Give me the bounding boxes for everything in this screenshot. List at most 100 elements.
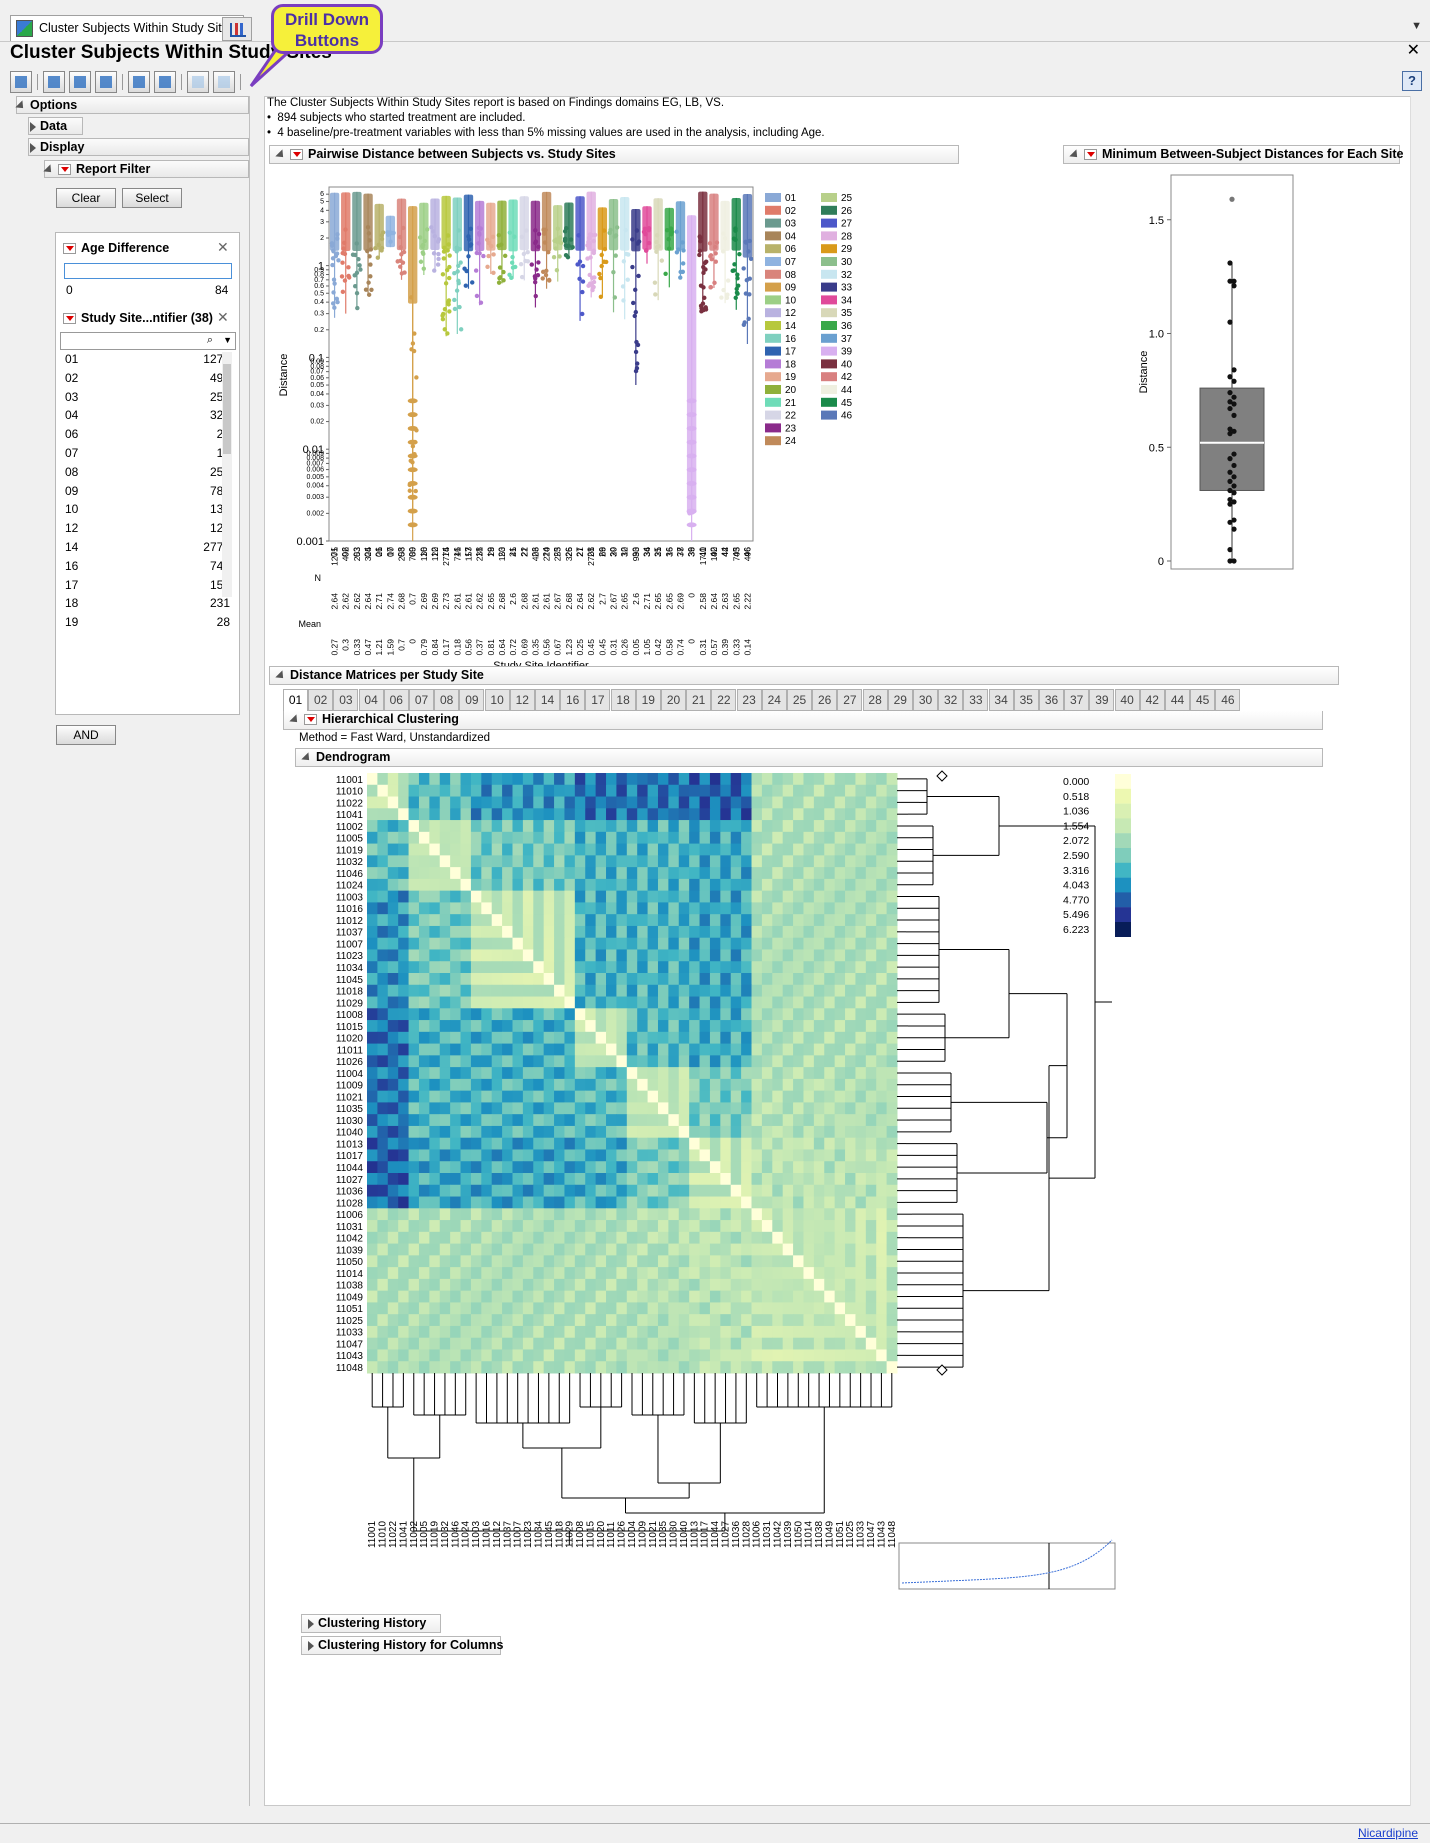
red-triangle-menu-icon[interactable]: [63, 313, 76, 325]
drill-down-profile-button[interactable]: [128, 71, 150, 93]
tab-site-46[interactable]: 46: [1215, 689, 1241, 711]
site-filter-title[interactable]: Study Site...ntifier (38): [63, 311, 213, 325]
red-triangle-menu-icon[interactable]: [1084, 149, 1097, 161]
disclosure-icon[interactable]: [43, 164, 55, 176]
disclosure-icon[interactable]: [308, 1618, 314, 1629]
tab-site-08[interactable]: 08: [434, 689, 460, 711]
clear-button[interactable]: Clear: [56, 188, 116, 208]
tab-site-26[interactable]: 26: [812, 689, 838, 711]
home-button[interactable]: [10, 71, 32, 93]
tab-site-32[interactable]: 32: [938, 689, 964, 711]
red-triangle-menu-icon[interactable]: [58, 164, 71, 176]
site-filter-item[interactable]: 14 2775: [60, 540, 234, 559]
tab-site-37[interactable]: 37: [1064, 689, 1090, 711]
pairwise-section-header[interactable]: Pairwise Distance between Subjects vs. S…: [269, 145, 959, 164]
demographics-button[interactable]: [43, 71, 65, 93]
tab-site-42[interactable]: 42: [1139, 689, 1165, 711]
site-search-input[interactable]: ⌕ ▼: [60, 332, 236, 350]
red-triangle-menu-icon[interactable]: [63, 243, 76, 255]
tab-site-30[interactable]: 30: [913, 689, 938, 711]
tab-site-06[interactable]: 06: [383, 689, 409, 711]
site-filter-item[interactable]: 01 1275: [60, 352, 234, 371]
tab-site-23[interactable]: 23: [736, 689, 762, 711]
site-filter-item[interactable]: 10 136: [60, 502, 234, 521]
tab-site-36[interactable]: 36: [1039, 689, 1064, 711]
close-icon[interactable]: ✕: [1406, 42, 1420, 59]
age-filter-title[interactable]: Age Difference: [63, 241, 169, 255]
adverse-events-button[interactable]: [69, 71, 91, 93]
tab-site-40[interactable]: 40: [1114, 689, 1140, 711]
options-header[interactable]: Options: [15, 98, 77, 112]
window-tab[interactable]: Cluster Subjects Within Study Sites: [10, 15, 244, 41]
tab-site-10[interactable]: 10: [484, 689, 510, 711]
red-triangle-menu-icon[interactable]: [304, 714, 317, 726]
tab-site-07[interactable]: 07: [409, 689, 434, 711]
disclosure-icon[interactable]: [275, 149, 287, 161]
clustering-history-header[interactable]: Clustering History: [301, 1614, 441, 1633]
study-link[interactable]: Nicardipine: [1357, 1826, 1418, 1840]
site-filter-item[interactable]: 04 325: [60, 408, 234, 427]
tab-site-17[interactable]: 17: [585, 689, 611, 711]
graph-builder-tab-icon[interactable]: [222, 17, 252, 41]
tab-site-18[interactable]: 18: [610, 689, 636, 711]
tab-site-12[interactable]: 12: [509, 689, 535, 711]
disclosure-icon[interactable]: [30, 121, 36, 132]
chevron-down-icon[interactable]: ▼: [223, 335, 232, 345]
scroll-thumb[interactable]: [223, 364, 231, 454]
site-filter-item[interactable]: 12 120: [60, 521, 234, 540]
site-filter-item[interactable]: 17 153: [60, 578, 234, 597]
select-button[interactable]: Select: [122, 188, 182, 208]
tab-site-14[interactable]: 14: [535, 689, 560, 711]
help-button[interactable]: ?: [1402, 71, 1422, 91]
tab-list-dropdown-icon[interactable]: ▼: [1411, 20, 1422, 32]
and-button[interactable]: AND: [56, 725, 116, 745]
hierarchical-clustering-header[interactable]: Hierarchical Clustering: [283, 711, 1323, 730]
red-triangle-menu-icon[interactable]: [290, 149, 303, 161]
tab-site-39[interactable]: 39: [1089, 689, 1115, 711]
disclosure-icon[interactable]: [30, 142, 36, 153]
disabled-tool-button[interactable]: [187, 71, 209, 93]
tab-site-19[interactable]: 19: [635, 689, 661, 711]
remove-filter-icon[interactable]: ✕: [217, 239, 229, 255]
report-filter-header[interactable]: Report Filter: [43, 162, 150, 176]
disclosure-icon[interactable]: [301, 752, 313, 764]
tab-site-27[interactable]: 27: [837, 689, 863, 711]
data-header[interactable]: Data: [30, 119, 67, 133]
report-scrollbar[interactable]: [1410, 96, 1422, 1806]
search-icon[interactable]: ⌕: [206, 334, 213, 346]
tab-site-20[interactable]: 20: [661, 689, 686, 711]
remove-filter-icon[interactable]: ✕: [217, 309, 229, 325]
tab-site-16[interactable]: 16: [560, 689, 586, 711]
site-filter-item[interactable]: 18 231: [60, 596, 234, 615]
site-list-scrollbar[interactable]: [222, 352, 232, 597]
tab-site-09[interactable]: 09: [459, 689, 485, 711]
tab-site-35[interactable]: 35: [1013, 689, 1039, 711]
tab-site-25[interactable]: 25: [787, 689, 812, 711]
disclosure-icon[interactable]: [289, 714, 301, 726]
site-filter-item[interactable]: 16 741: [60, 559, 234, 578]
tab-site-34[interactable]: 34: [988, 689, 1014, 711]
tab-site-03[interactable]: 03: [333, 689, 359, 711]
tab-site-29[interactable]: 29: [887, 689, 913, 711]
display-header[interactable]: Display: [30, 140, 84, 154]
clustering-history-columns-header[interactable]: Clustering History for Columns: [301, 1636, 503, 1655]
tab-site-02[interactable]: 02: [308, 689, 334, 711]
site-filter-item[interactable]: 08 253: [60, 465, 234, 484]
site-filter-item[interactable]: 0710: [60, 446, 234, 465]
disclosure-icon[interactable]: [308, 1640, 314, 1651]
tab-site-33[interactable]: 33: [963, 689, 989, 711]
dendrogram-header[interactable]: Dendrogram: [295, 748, 1323, 767]
disclosure-icon[interactable]: [15, 100, 27, 112]
site-filter-item[interactable]: 19 28: [60, 615, 234, 634]
tab-site-21[interactable]: 21: [686, 689, 712, 711]
site-filter-item[interactable]: 02 496: [60, 371, 234, 390]
site-filter-item[interactable]: 03 253: [60, 390, 234, 409]
min-distance-section-header[interactable]: Minimum Between-Subject Distances for Ea…: [1063, 145, 1403, 164]
tab-site-01[interactable]: 01: [283, 689, 308, 712]
tab-site-24[interactable]: 24: [761, 689, 787, 711]
tab-site-04[interactable]: 04: [358, 689, 384, 711]
site-filter-item[interactable]: 09 780: [60, 484, 234, 503]
drill-down-comment-button[interactable]: [154, 71, 176, 93]
disclosure-icon[interactable]: [275, 670, 287, 682]
tab-site-22[interactable]: 22: [711, 689, 737, 711]
